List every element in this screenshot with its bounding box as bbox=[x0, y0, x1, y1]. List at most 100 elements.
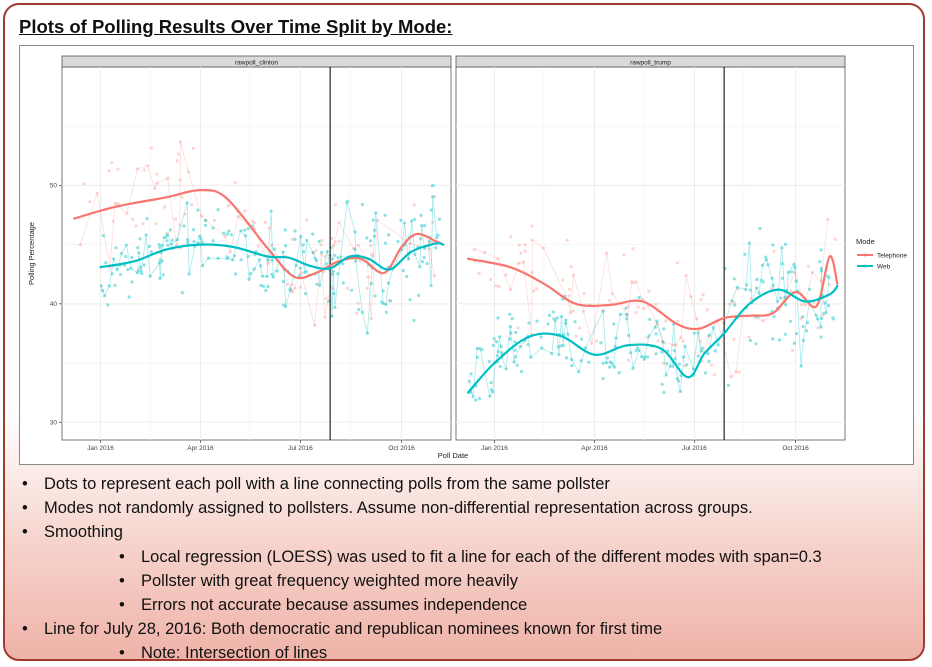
raw-poll-point bbox=[330, 272, 334, 276]
raw-poll-point bbox=[662, 341, 666, 345]
raw-poll-connector bbox=[692, 332, 699, 370]
raw-poll-point bbox=[675, 261, 679, 265]
raw-poll-point bbox=[732, 277, 736, 281]
raw-poll-point bbox=[100, 289, 105, 293]
raw-poll-point bbox=[494, 284, 498, 288]
raw-poll-connector bbox=[730, 371, 737, 378]
raw-poll-point bbox=[509, 331, 513, 335]
raw-poll-point bbox=[383, 241, 388, 245]
raw-poll-point bbox=[684, 274, 688, 278]
bullet-text: Modes not randomly assigned to pollsters… bbox=[44, 499, 753, 518]
raw-poll-point bbox=[577, 370, 581, 374]
raw-poll-point bbox=[166, 243, 170, 247]
raw-poll-point bbox=[294, 263, 298, 268]
raw-poll-point bbox=[770, 276, 774, 280]
raw-poll-point bbox=[339, 255, 343, 259]
raw-poll-point bbox=[82, 182, 86, 186]
raw-poll-point bbox=[551, 310, 555, 314]
raw-poll-connector bbox=[282, 251, 285, 270]
raw-poll-point bbox=[288, 288, 292, 292]
raw-poll-point bbox=[290, 283, 294, 287]
raw-poll-connector bbox=[627, 281, 633, 316]
raw-poll-connector bbox=[377, 219, 407, 242]
raw-poll-point bbox=[637, 348, 641, 352]
raw-poll-point bbox=[299, 270, 303, 275]
raw-poll-point bbox=[634, 349, 638, 353]
raw-poll-point bbox=[158, 276, 162, 280]
raw-poll-connector bbox=[199, 236, 203, 266]
raw-poll-point bbox=[420, 223, 424, 228]
panel-background bbox=[455, 66, 846, 441]
raw-poll-connector bbox=[561, 316, 564, 346]
raw-poll-point bbox=[695, 317, 699, 321]
raw-poll-connector bbox=[312, 252, 317, 261]
raw-poll-point bbox=[496, 349, 501, 354]
raw-poll-point bbox=[369, 244, 373, 248]
bullet-item: • Smoothing bbox=[19, 520, 919, 544]
raw-poll-connector bbox=[698, 329, 702, 361]
raw-poll-point bbox=[170, 238, 174, 242]
raw-poll-point bbox=[429, 283, 433, 288]
raw-poll-point bbox=[357, 307, 361, 312]
raw-poll-point bbox=[104, 261, 108, 265]
raw-poll-connector bbox=[497, 336, 500, 356]
raw-poll-point bbox=[557, 352, 561, 357]
raw-poll-point bbox=[231, 258, 235, 262]
raw-poll-connector bbox=[224, 236, 231, 253]
raw-poll-point bbox=[320, 238, 324, 243]
raw-poll-point bbox=[384, 302, 388, 307]
raw-poll-point bbox=[655, 322, 659, 326]
raw-poll-point bbox=[699, 339, 703, 343]
raw-poll-point bbox=[656, 339, 660, 343]
raw-poll-point bbox=[826, 217, 830, 222]
raw-poll-point bbox=[513, 348, 517, 352]
raw-poll-connector bbox=[771, 278, 774, 286]
raw-poll-point bbox=[691, 367, 695, 371]
raw-poll-point bbox=[822, 311, 826, 315]
raw-poll-point bbox=[413, 252, 417, 256]
raw-poll-point bbox=[166, 233, 170, 237]
raw-poll-point bbox=[814, 313, 818, 317]
x-tick-label: Jan 2016 bbox=[481, 445, 508, 452]
raw-poll-point bbox=[270, 243, 274, 247]
raw-poll-point bbox=[504, 273, 508, 277]
raw-poll-point bbox=[777, 338, 782, 342]
raw-poll-connector bbox=[137, 165, 148, 170]
raw-poll-connector bbox=[361, 312, 368, 334]
raw-poll-connector bbox=[321, 254, 326, 318]
raw-poll-point bbox=[824, 311, 828, 315]
raw-poll-point bbox=[187, 272, 191, 276]
raw-poll-point bbox=[406, 257, 411, 261]
raw-poll-point bbox=[831, 316, 835, 320]
raw-poll-point bbox=[435, 236, 439, 240]
raw-poll-connector bbox=[635, 281, 643, 300]
raw-poll-point bbox=[491, 390, 495, 394]
raw-poll-point bbox=[246, 254, 250, 258]
raw-poll-point bbox=[654, 332, 658, 336]
raw-poll-point bbox=[222, 231, 226, 235]
raw-poll-connector bbox=[300, 236, 306, 273]
raw-poll-point bbox=[298, 266, 302, 270]
raw-poll-point bbox=[281, 279, 286, 284]
raw-poll-point bbox=[535, 319, 539, 323]
raw-poll-point bbox=[368, 239, 373, 243]
raw-poll-point bbox=[431, 220, 435, 224]
raw-poll-point bbox=[789, 270, 794, 274]
raw-poll-connector bbox=[270, 211, 274, 278]
raw-poll-point bbox=[135, 271, 140, 275]
raw-poll-point bbox=[487, 359, 491, 364]
raw-poll-connector bbox=[781, 247, 786, 298]
raw-poll-point bbox=[199, 214, 204, 218]
raw-poll-point bbox=[639, 355, 644, 359]
raw-poll-point bbox=[711, 325, 715, 330]
raw-poll-point bbox=[771, 283, 775, 287]
raw-poll-connector bbox=[509, 326, 515, 363]
raw-poll-connector bbox=[685, 275, 700, 330]
raw-poll-point bbox=[508, 288, 513, 292]
raw-poll-connector bbox=[333, 222, 340, 246]
raw-poll-point bbox=[494, 340, 499, 344]
raw-poll-point bbox=[707, 359, 711, 363]
raw-poll-point bbox=[523, 249, 527, 253]
raw-poll-point bbox=[556, 345, 560, 349]
raw-poll-point bbox=[707, 334, 711, 339]
